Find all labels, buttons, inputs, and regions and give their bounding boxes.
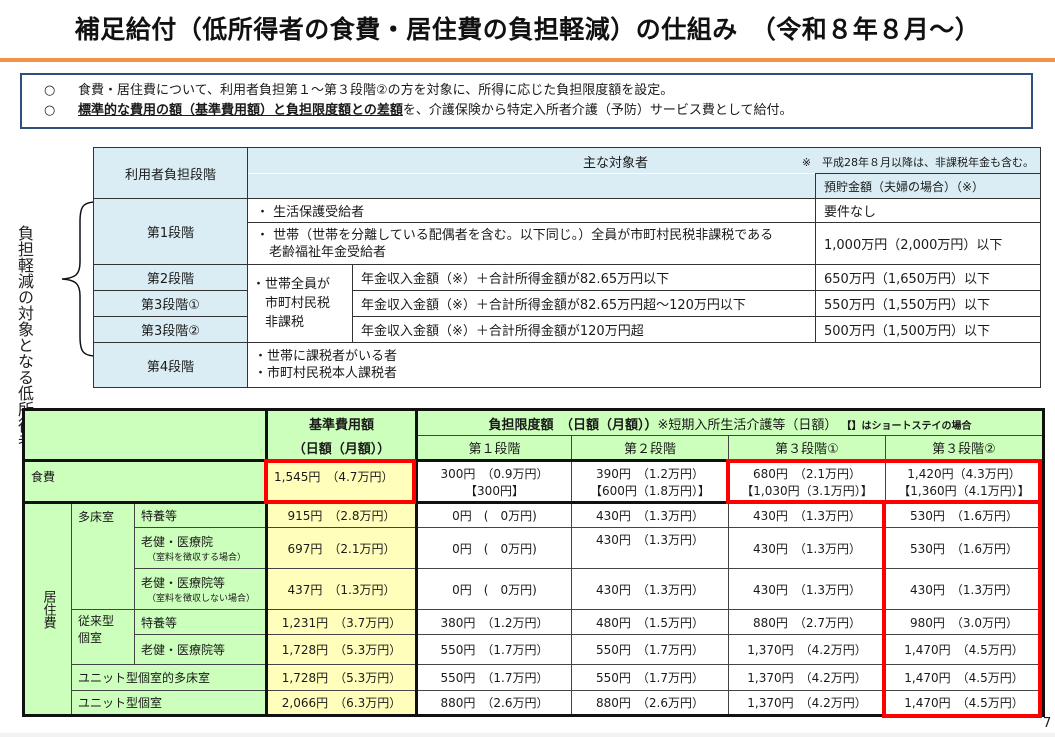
housing-base: 1,728円 （5.3万円） — [265, 664, 418, 691]
stage-4: 第4段階 — [93, 342, 248, 388]
room-group-shared: 多床室 — [71, 502, 135, 610]
savings-2: 650万円（1,650万円）以下 — [814, 264, 1042, 291]
housing-value: 880円 （2.6万円） — [416, 690, 572, 716]
room-group-unit-shared: ユニット型個室的多床室 — [71, 664, 267, 691]
housing-value: 480円 （1.5万円） — [571, 609, 729, 635]
curly-brace-icon — [61, 201, 97, 357]
header-stage-2: 第２段階 — [571, 435, 729, 462]
target-4: ・世帯に課税者がいる者 ・市町村民税本人課税者 — [246, 342, 1042, 388]
low-income-target-label: 負担軽減の対象となる低所得者 — [15, 225, 34, 449]
notice-line-1: ○ 食費・居住費について、利用者負担第１～第３段階②の方を対象に、所得に応じた負… — [44, 81, 1031, 101]
housing-base: 2,066円 （6.3万円） — [265, 690, 418, 716]
room-group-unit-private: ユニット型個室 — [71, 690, 267, 716]
housing-value: 430円 （1.3万円） — [571, 527, 729, 569]
food-stage-2: 390円 （1.2万円） 【600円（1.8万円）】 — [571, 460, 729, 504]
housing-value: 530円 （1.6万円） — [885, 527, 1044, 569]
page-title: 補足給付（低所得者の食費・居住費の負担軽減）の仕組み （令和８年８月～） — [74, 15, 981, 44]
target-1b: ・ 世帯（世帯を分離している配偶者を含む。以下同じ。）全員が市町村民税非課税であ… — [247, 222, 816, 265]
housing-base: 915円 （2.8万円） — [265, 502, 418, 528]
circle-bullet-icon: ○ — [44, 103, 56, 118]
notice-text-2: を、介護保険から特定入所者介護（予防）サービス費として給付。 — [402, 103, 793, 118]
stage-1: 第1段階 — [93, 198, 248, 265]
summary-notice-box: ○ 食費・居住費について、利用者負担第１～第３段階②の方を対象に、所得に応じた負… — [20, 73, 1033, 129]
header-savings: 預貯金額（夫婦の場合）（※） — [814, 173, 1042, 199]
target-3-2: 年金収入金額（※）＋合計所得金額が120万円超 — [352, 316, 816, 343]
food-base: 1,545円 （4.7万円） — [265, 460, 418, 504]
room-type: 老健・医療院等 （室料を徴収しない場合） — [134, 568, 267, 610]
housing-value: 530円 （1.6万円） — [885, 502, 1044, 528]
housing-value: 1,370円 （4.2万円） — [728, 690, 886, 716]
target-2: 年金収入金額（※）＋合計所得金額が82.65万円以下 — [352, 264, 816, 291]
housing-value: 430円 （1.3万円） — [571, 568, 729, 610]
housing-value: 1,470円 （4.5万円） — [885, 664, 1044, 691]
housing-label: 居住費 — [23, 502, 72, 716]
housing-value: 550円 （1.7万円） — [571, 664, 729, 691]
savings-3-1: 550万円（1,550万円）以下 — [814, 290, 1042, 317]
header-target: 主な対象者 ※ 平成28年８月以降は、非課税年金も含む。 — [246, 147, 1042, 174]
housing-value: 550円 （1.7万円） — [416, 664, 572, 691]
housing-value: 0円 ( 0万円) — [416, 527, 572, 569]
housing-value: 430円 （1.3万円） — [885, 568, 1044, 610]
target-1a: ・ 生活保護受給者 — [247, 198, 816, 223]
housing-value: 1,470円 （4.5万円） — [885, 634, 1044, 665]
header-base-cost: 基準費用額 — [265, 409, 418, 436]
savings-1a: 要件なし — [814, 198, 1042, 223]
savings-3-2: 500万円（1,500万円）以下 — [814, 316, 1042, 343]
cost-limit-table: 基準費用額 負担限度額 （日額（月額））※短期入所生活介護等（日額） 【】はショ… — [22, 408, 1045, 717]
housing-base: 437円 （1.3万円） — [265, 568, 418, 610]
housing-value: 880円 （2.6万円） — [571, 690, 729, 716]
target-3-1: 年金収入金額（※）＋合計所得金額が82.65万円超～120万円以下 — [352, 290, 816, 317]
housing-value: 550円 （1.7万円） — [571, 634, 729, 665]
housing-value: 980円 （3.0万円） — [885, 609, 1044, 635]
housing-value: 380円 （1.2万円） — [416, 609, 572, 635]
tax-exempt-group: ・世帯全員が 市町村民税 非課税 — [247, 264, 353, 343]
header-stage-3-2: 第３段階② — [885, 435, 1044, 462]
room-type: 特養等 — [134, 609, 267, 635]
header-stage-3-1: 第３段階① — [728, 435, 886, 462]
header-stage: 利用者負担段階 — [93, 147, 248, 199]
housing-base: 1,231円 （3.7万円） — [265, 609, 418, 635]
notice-line-2: ○ 標準的な費用の額（基準費用額）と負担限度額との差額を、介護保険から特定入所者… — [44, 101, 1031, 121]
circle-bullet-icon: ○ — [44, 83, 56, 98]
stage-2: 第2段階 — [93, 264, 248, 291]
food-stage-3-1: 680円 （2.1万円） 【1,030円（3.1万円）】 — [728, 460, 886, 504]
header-shortstay-note: 【】はショートステイの場合 — [841, 420, 972, 432]
room-type: 特養等 — [134, 502, 267, 528]
housing-value: 1,370円 （4.2万円） — [728, 664, 886, 691]
housing-value: 430円 （1.3万円） — [728, 568, 886, 610]
notice-emphasis: 標準的な費用の額（基準費用額）と負担限度額との差額 — [78, 103, 403, 118]
header-stage-1: 第１段階 — [416, 435, 572, 462]
title-divider — [0, 58, 1055, 62]
stage-3-2: 第3段階② — [93, 316, 248, 343]
footer-band — [0, 733, 1055, 737]
housing-value: 430円 （1.3万円） — [571, 502, 729, 528]
housing-value: 1,370円 （4.2万円） — [728, 634, 886, 665]
room-group-private: 従来型 個室 — [71, 609, 135, 665]
header-limit: 負担限度額 （日額（月額））※短期入所生活介護等（日額） 【】はショートステイの… — [416, 409, 1044, 436]
notice-text-1: 食費・居住費について、利用者負担第１～第３段階②の方を対象に、所得に応じた負担限… — [78, 83, 674, 98]
housing-value: 430円 （1.3万円） — [728, 527, 886, 569]
housing-value: 430円 （1.3万円） — [728, 502, 886, 528]
food-stage-1: 300円 （0.9万円） 【300円】 — [416, 460, 572, 504]
housing-value: 550円 （1.7万円） — [416, 634, 572, 665]
stage-3-1: 第3段階① — [93, 290, 248, 317]
header-note: ※ 平成28年８月以降は、非課税年金も含む。 — [801, 156, 1035, 169]
housing-base: 1,728円 （5.3万円） — [265, 634, 418, 665]
eligibility-table: 利用者負担段階 主な対象者 ※ 平成28年８月以降は、非課税年金も含む。 預貯金… — [93, 147, 1042, 388]
housing-value: 880円 （2.7万円） — [728, 609, 886, 635]
food-stage-3-2: 1,420円（4.3万円） 【1,360円（4.1万円）】 — [885, 460, 1044, 504]
room-type: 老健・医療院 （室料を徴収する場合） — [134, 527, 267, 569]
food-label: 食費 — [23, 460, 267, 504]
housing-value: 0円 ( 0万円) — [416, 568, 572, 610]
housing-base: 697円 （2.1万円） — [265, 527, 418, 569]
housing-value: 1,470円 （4.5万円） — [885, 690, 1044, 716]
room-type: 老健・医療院等 — [134, 634, 267, 665]
header-base-cost-unit: （日額（月額）） — [265, 435, 418, 462]
housing-value: 0円 ( 0万円) — [416, 502, 572, 528]
savings-1b: 1,000万円（2,000万円）以下 — [814, 222, 1042, 265]
page-number: 7 — [1043, 716, 1052, 731]
